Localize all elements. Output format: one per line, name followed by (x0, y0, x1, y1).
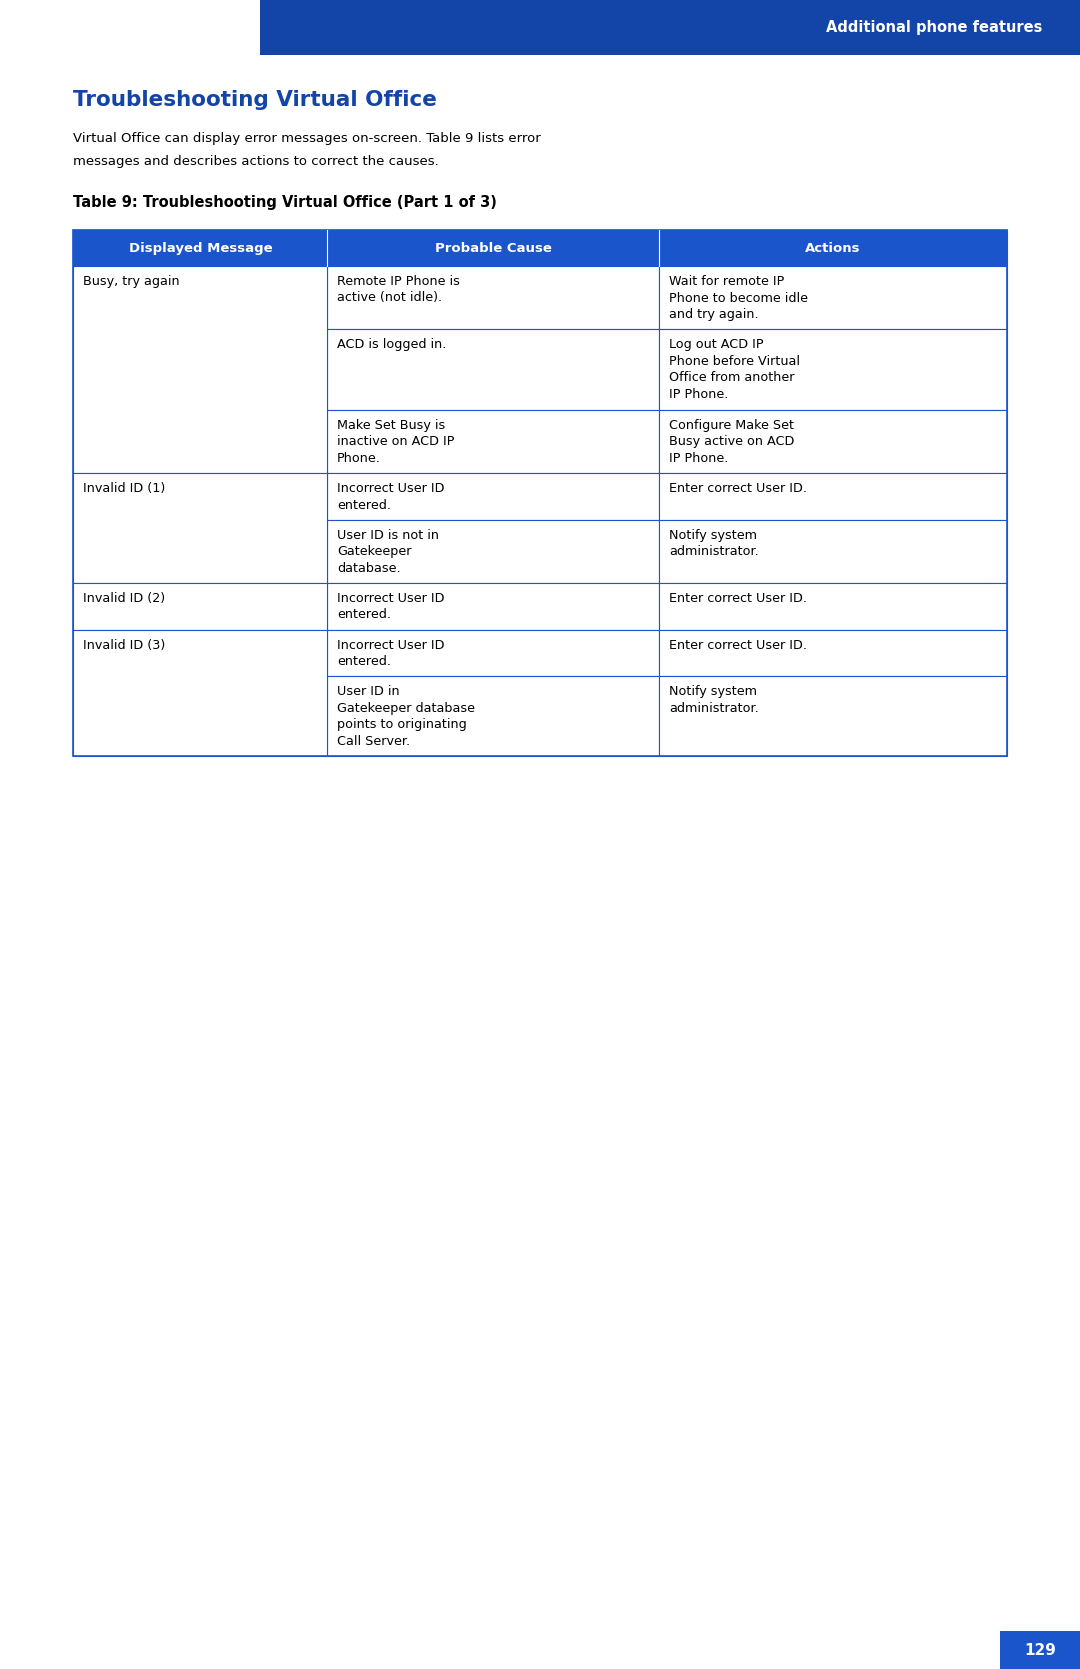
Bar (327, 472, 660, 519)
Text: Invalid ID (1): Invalid ID (1) (83, 482, 165, 496)
Text: Notify system
administrator.: Notify system administrator. (670, 686, 759, 714)
Text: Invalid ID (2): Invalid ID (2) (83, 592, 165, 604)
Bar (73, 230, 1007, 756)
Text: Probable Cause: Probable Cause (435, 242, 552, 254)
Bar (660, 629, 1007, 676)
Bar (660, 472, 1007, 519)
Text: Displayed Message: Displayed Message (129, 242, 272, 254)
Text: Enter correct User ID.: Enter correct User ID. (670, 482, 808, 496)
Bar (260, 0, 1080, 55)
Bar (660, 265, 1007, 329)
Text: Wait for remote IP
Phone to become idle
and try again.: Wait for remote IP Phone to become idle … (670, 275, 809, 320)
Text: Enter correct User ID.: Enter correct User ID. (670, 592, 808, 604)
Text: Make Set Busy is
inactive on ACD IP
Phone.: Make Set Busy is inactive on ACD IP Phon… (337, 419, 455, 464)
Bar (327, 676, 660, 756)
Bar (327, 329, 660, 409)
Text: Table 9: Troubleshooting Virtual Office (Part 1 of 3): Table 9: Troubleshooting Virtual Office … (73, 195, 497, 210)
Bar (660, 329, 1007, 409)
Bar (327, 519, 660, 582)
Bar (73, 472, 327, 582)
Text: Troubleshooting Virtual Office: Troubleshooting Virtual Office (73, 90, 437, 110)
Bar (660, 582, 1007, 629)
Bar (327, 265, 660, 329)
Bar (660, 519, 1007, 582)
Text: Remote IP Phone is
active (not idle).: Remote IP Phone is active (not idle). (337, 275, 460, 304)
Text: Busy, try again: Busy, try again (83, 275, 180, 289)
Bar (73, 582, 327, 629)
Text: Incorrect User ID
entered.: Incorrect User ID entered. (337, 592, 445, 621)
Bar (327, 629, 660, 676)
Bar (73, 265, 327, 472)
Bar (327, 582, 660, 629)
Text: User ID in
Gatekeeper database
points to originating
Call Server.: User ID in Gatekeeper database points to… (337, 686, 475, 748)
Text: Actions: Actions (806, 242, 861, 254)
Text: Incorrect User ID
entered.: Incorrect User ID entered. (337, 639, 445, 668)
Bar (73, 629, 327, 756)
Bar (660, 409, 1007, 472)
Text: Additional phone features: Additional phone features (825, 20, 1042, 35)
Bar (660, 676, 1007, 756)
Text: User ID is not in
Gatekeeper
database.: User ID is not in Gatekeeper database. (337, 529, 440, 574)
Text: Log out ACD IP
Phone before Virtual
Office from another
IP Phone.: Log out ACD IP Phone before Virtual Offi… (670, 339, 800, 401)
Text: Incorrect User ID
entered.: Incorrect User ID entered. (337, 482, 445, 511)
Bar (73, 230, 1007, 265)
Bar (327, 409, 660, 472)
Bar (1000, 1631, 1080, 1669)
Text: Configure Make Set
Busy active on ACD
IP Phone.: Configure Make Set Busy active on ACD IP… (670, 419, 795, 464)
Text: messages and describes actions to correct the causes.: messages and describes actions to correc… (73, 155, 440, 169)
Text: Virtual Office can display error messages on-screen. Table 9 lists error: Virtual Office can display error message… (73, 132, 541, 145)
Text: Invalid ID (3): Invalid ID (3) (83, 639, 165, 651)
Text: Enter correct User ID.: Enter correct User ID. (670, 639, 808, 651)
Text: Notify system
administrator.: Notify system administrator. (670, 529, 759, 557)
Text: 129: 129 (1024, 1642, 1056, 1657)
Text: ACD is logged in.: ACD is logged in. (337, 339, 447, 352)
